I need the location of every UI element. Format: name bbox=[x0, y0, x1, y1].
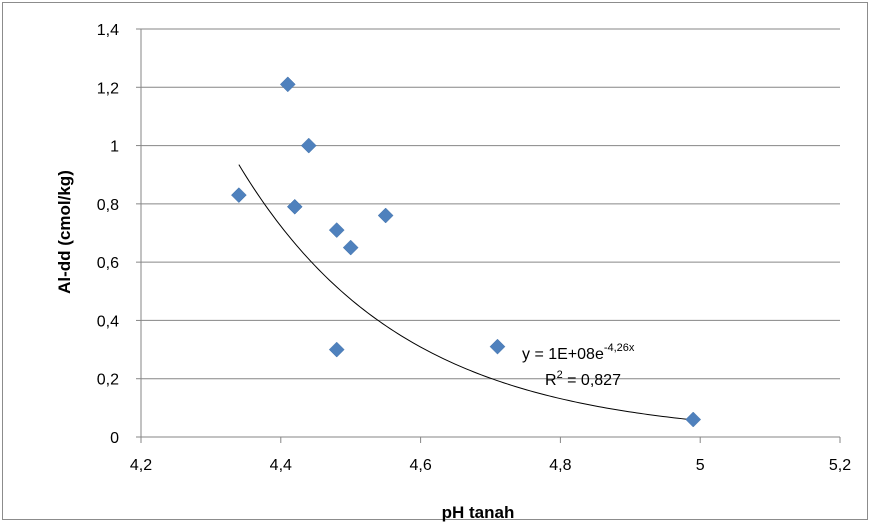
data-point bbox=[328, 222, 345, 238]
equation-base: y = 1E+08e bbox=[522, 346, 604, 363]
data-point bbox=[377, 207, 394, 224]
data-point bbox=[286, 198, 303, 215]
y-tick-label: 1,4 bbox=[97, 22, 119, 39]
data-points bbox=[231, 76, 702, 428]
y-axis-title: Al-dd (cmol/kg) bbox=[55, 170, 74, 294]
data-point bbox=[300, 137, 317, 154]
trendline-group bbox=[238, 164, 694, 421]
trendline bbox=[238, 164, 694, 421]
data-point bbox=[231, 187, 247, 203]
trendline-equation: y = 1E+08e-4,26x bbox=[522, 342, 635, 363]
x-tick-label: 4,2 bbox=[130, 457, 152, 474]
y-tick-label: 1,2 bbox=[97, 80, 119, 97]
data-point bbox=[342, 239, 359, 256]
equation-exponent: -4,26x bbox=[604, 342, 635, 354]
y-tick-label: 0,6 bbox=[97, 255, 119, 272]
axes bbox=[136, 28, 841, 443]
x-tick-label: 4,4 bbox=[270, 457, 292, 474]
x-tick-labels: 4,2 4,4 4,6 4,8 5 5,2 bbox=[130, 457, 851, 474]
x-tick-label: 5 bbox=[696, 457, 705, 474]
r-squared-label: R2 = 0,827 bbox=[545, 369, 621, 389]
y-tick-label: 0,4 bbox=[97, 313, 119, 330]
x-tick-label: 4,6 bbox=[409, 457, 431, 474]
r-squared-superscript: 2 bbox=[557, 369, 563, 381]
y-tick-label: 0,2 bbox=[97, 372, 119, 389]
y-tick-label: 1 bbox=[110, 139, 119, 156]
r-squared-prefix: R bbox=[545, 372, 557, 389]
data-point bbox=[328, 341, 345, 358]
r-squared-value: = 0,827 bbox=[563, 372, 621, 389]
y-tick-labels: 0 0,2 0,4 0,6 0,8 1 1,2 1,4 bbox=[97, 22, 119, 447]
x-axis-title: pH tanah bbox=[442, 503, 515, 522]
y-tick-label: 0,8 bbox=[97, 197, 119, 214]
y-tick-label: 0 bbox=[110, 430, 119, 447]
data-point bbox=[489, 338, 506, 355]
x-tick-label: 4,8 bbox=[549, 457, 571, 474]
data-point bbox=[279, 76, 296, 93]
data-point bbox=[685, 411, 702, 428]
gridlines bbox=[141, 28, 840, 380]
x-tick-label: 5,2 bbox=[829, 457, 851, 474]
